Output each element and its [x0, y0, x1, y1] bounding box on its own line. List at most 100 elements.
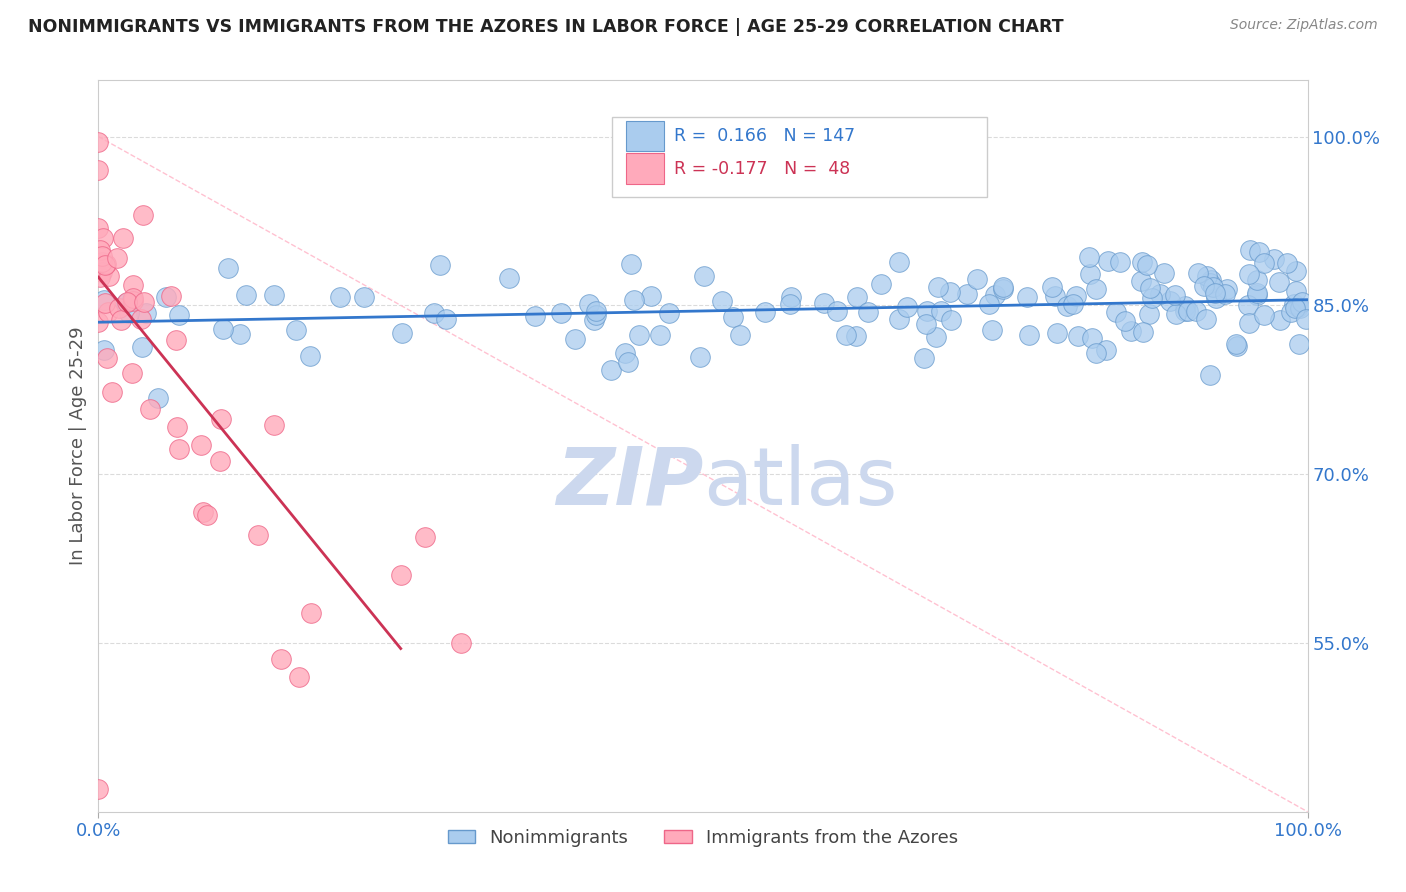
Point — [105, 251, 128, 265]
Point — [1195, 312, 1218, 326]
Point — [1285, 264, 1308, 278]
Point — [91, 231, 114, 245]
Point — [112, 231, 135, 245]
Text: ZIP: ZIP — [555, 443, 703, 522]
Point — [1149, 286, 1171, 301]
Point — [132, 208, 155, 222]
Point — [1246, 288, 1268, 302]
Point — [628, 328, 651, 343]
Point — [658, 306, 681, 320]
Point — [167, 308, 190, 322]
Point — [121, 366, 143, 380]
Point — [650, 327, 672, 342]
Point — [1246, 273, 1268, 287]
Point — [132, 294, 155, 309]
Point — [1174, 299, 1197, 313]
Point — [1205, 291, 1227, 305]
Point — [1289, 301, 1312, 315]
Point — [623, 293, 645, 307]
Point — [1139, 281, 1161, 295]
Point — [1056, 299, 1078, 313]
Point — [614, 346, 637, 360]
Point — [93, 343, 115, 357]
Text: Source: ZipAtlas.com: Source: ZipAtlas.com — [1230, 18, 1378, 32]
Point — [616, 354, 638, 368]
Point — [984, 288, 1007, 302]
Point — [1095, 343, 1118, 357]
Point — [129, 311, 152, 326]
Point — [550, 306, 572, 320]
Point — [498, 270, 520, 285]
Point — [135, 306, 157, 320]
Point — [1270, 313, 1292, 327]
Point — [87, 163, 110, 178]
Point — [896, 300, 918, 314]
Point — [1136, 258, 1159, 272]
Point — [329, 290, 352, 304]
Point — [246, 528, 269, 542]
Point — [693, 268, 716, 283]
Point — [1078, 267, 1101, 281]
Point — [288, 670, 311, 684]
Point — [779, 297, 801, 311]
Point — [209, 412, 232, 426]
Point — [1239, 244, 1261, 258]
Point — [856, 305, 879, 319]
Point — [927, 280, 949, 294]
Point — [131, 340, 153, 354]
Point — [110, 313, 132, 327]
Point — [1202, 280, 1225, 294]
Point — [931, 303, 953, 318]
Point — [564, 332, 586, 346]
Point — [450, 635, 472, 649]
Point — [993, 282, 1015, 296]
Text: R = -0.177   N =  48: R = -0.177 N = 48 — [673, 160, 851, 178]
Point — [165, 333, 187, 347]
FancyBboxPatch shape — [613, 117, 987, 197]
Point — [991, 279, 1014, 293]
Point — [640, 289, 662, 303]
Point — [263, 418, 285, 433]
Point — [925, 330, 948, 344]
Point — [146, 391, 169, 405]
Point — [166, 419, 188, 434]
Point — [298, 349, 321, 363]
Point — [91, 265, 114, 279]
Point — [582, 313, 605, 327]
Point — [1174, 303, 1197, 318]
Point — [159, 289, 181, 303]
Point — [1239, 317, 1261, 331]
Point — [1177, 303, 1199, 318]
Point — [93, 293, 115, 308]
Point — [1246, 286, 1268, 301]
Point — [869, 277, 891, 291]
Point — [1285, 285, 1308, 299]
Point — [97, 305, 120, 319]
Point — [115, 295, 138, 310]
Point — [1081, 330, 1104, 344]
Point — [728, 328, 751, 343]
Point — [191, 505, 214, 519]
Point — [835, 328, 858, 343]
Point — [94, 258, 117, 272]
Point — [1140, 291, 1163, 305]
Legend: Nonimmigrants, Immigrants from the Azores: Nonimmigrants, Immigrants from the Azore… — [440, 822, 966, 854]
Point — [118, 305, 141, 319]
Point — [912, 351, 935, 365]
Point — [121, 293, 143, 307]
Point — [939, 312, 962, 326]
Point — [1199, 368, 1222, 383]
Point — [1084, 282, 1107, 296]
Point — [981, 323, 1004, 337]
Y-axis label: In Labor Force | Age 25-29: In Labor Force | Age 25-29 — [69, 326, 87, 566]
Point — [1185, 304, 1208, 318]
Point — [1213, 286, 1236, 301]
Point — [96, 351, 118, 365]
Point — [1046, 326, 1069, 341]
Point — [956, 286, 979, 301]
Point — [139, 402, 162, 417]
Point — [97, 268, 120, 283]
Point — [585, 308, 607, 322]
Point — [620, 257, 643, 271]
Text: R =  0.166   N = 147: R = 0.166 N = 147 — [673, 127, 855, 145]
